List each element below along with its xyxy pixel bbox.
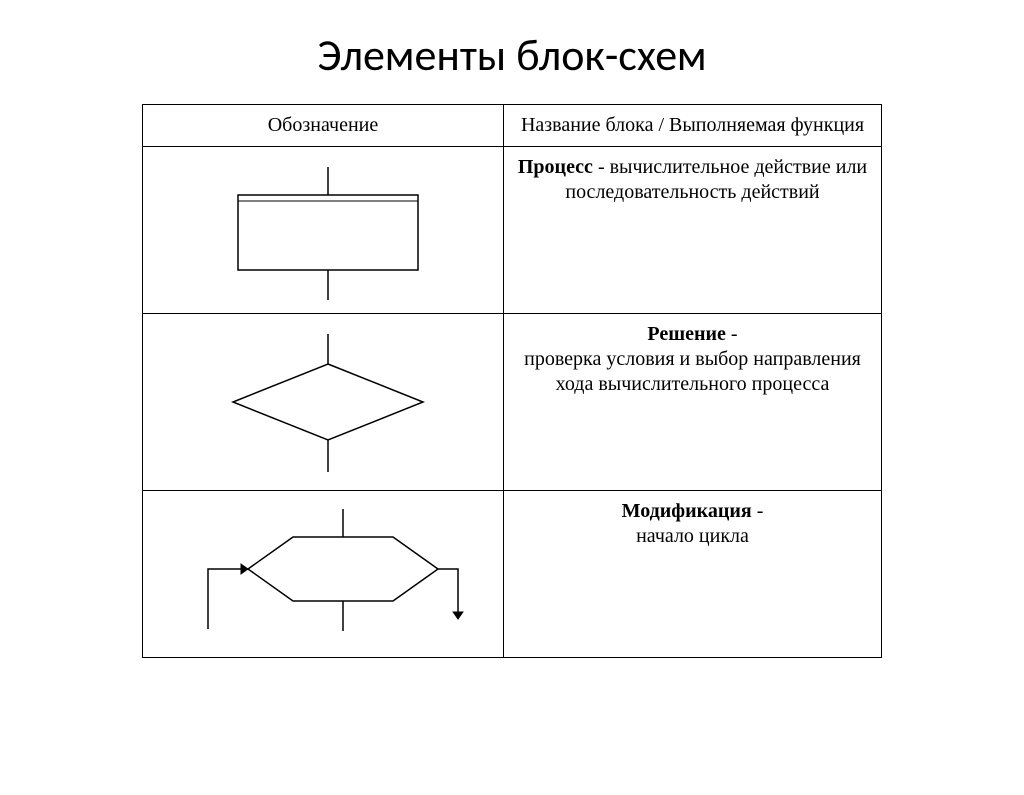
block-sep: -: [752, 500, 764, 522]
table-row: Процесс - вычислительное действие или по…: [143, 147, 882, 314]
decision-diamond-icon: [153, 322, 493, 482]
symbol-cell-decision: [143, 314, 504, 491]
symbol-cell-modification: [143, 491, 504, 658]
page-title: Элементы блок-схем: [0, 28, 1024, 82]
process-rectangle-icon: [153, 155, 493, 305]
table-row: Решение - проверка условия и выбор напра…: [143, 314, 882, 491]
description-cell-process: Процесс - вычислительное действие или по…: [504, 147, 882, 314]
symbol-cell-process: [143, 147, 504, 314]
block-text: вычислительное действие или последовател…: [565, 156, 867, 203]
description-cell-decision: Решение - проверка условия и выбор напра…: [504, 314, 882, 491]
loop-hexagon-icon: [153, 499, 493, 649]
table-header-row: Обозначение Название блока / Выполняемая…: [143, 105, 882, 147]
block-text: проверка условия и выбор направления ход…: [524, 348, 861, 395]
flowchart-elements-table: Обозначение Название блока / Выполняемая…: [142, 104, 882, 658]
block-sep: -: [726, 323, 738, 345]
block-text: начало цикла: [636, 525, 749, 547]
page: Элементы блок-схем Обозначение Название …: [0, 28, 1024, 795]
block-name: Решение: [647, 323, 726, 345]
col-header-symbol: Обозначение: [143, 105, 504, 147]
block-sep: -: [593, 156, 610, 178]
block-name: Процесс: [518, 156, 593, 178]
table-row: Модификация - начало цикла: [143, 491, 882, 658]
description-cell-modification: Модификация - начало цикла: [504, 491, 882, 658]
block-name: Модификация: [622, 500, 752, 522]
col-header-description: Название блока / Выполняемая функция: [504, 105, 882, 147]
